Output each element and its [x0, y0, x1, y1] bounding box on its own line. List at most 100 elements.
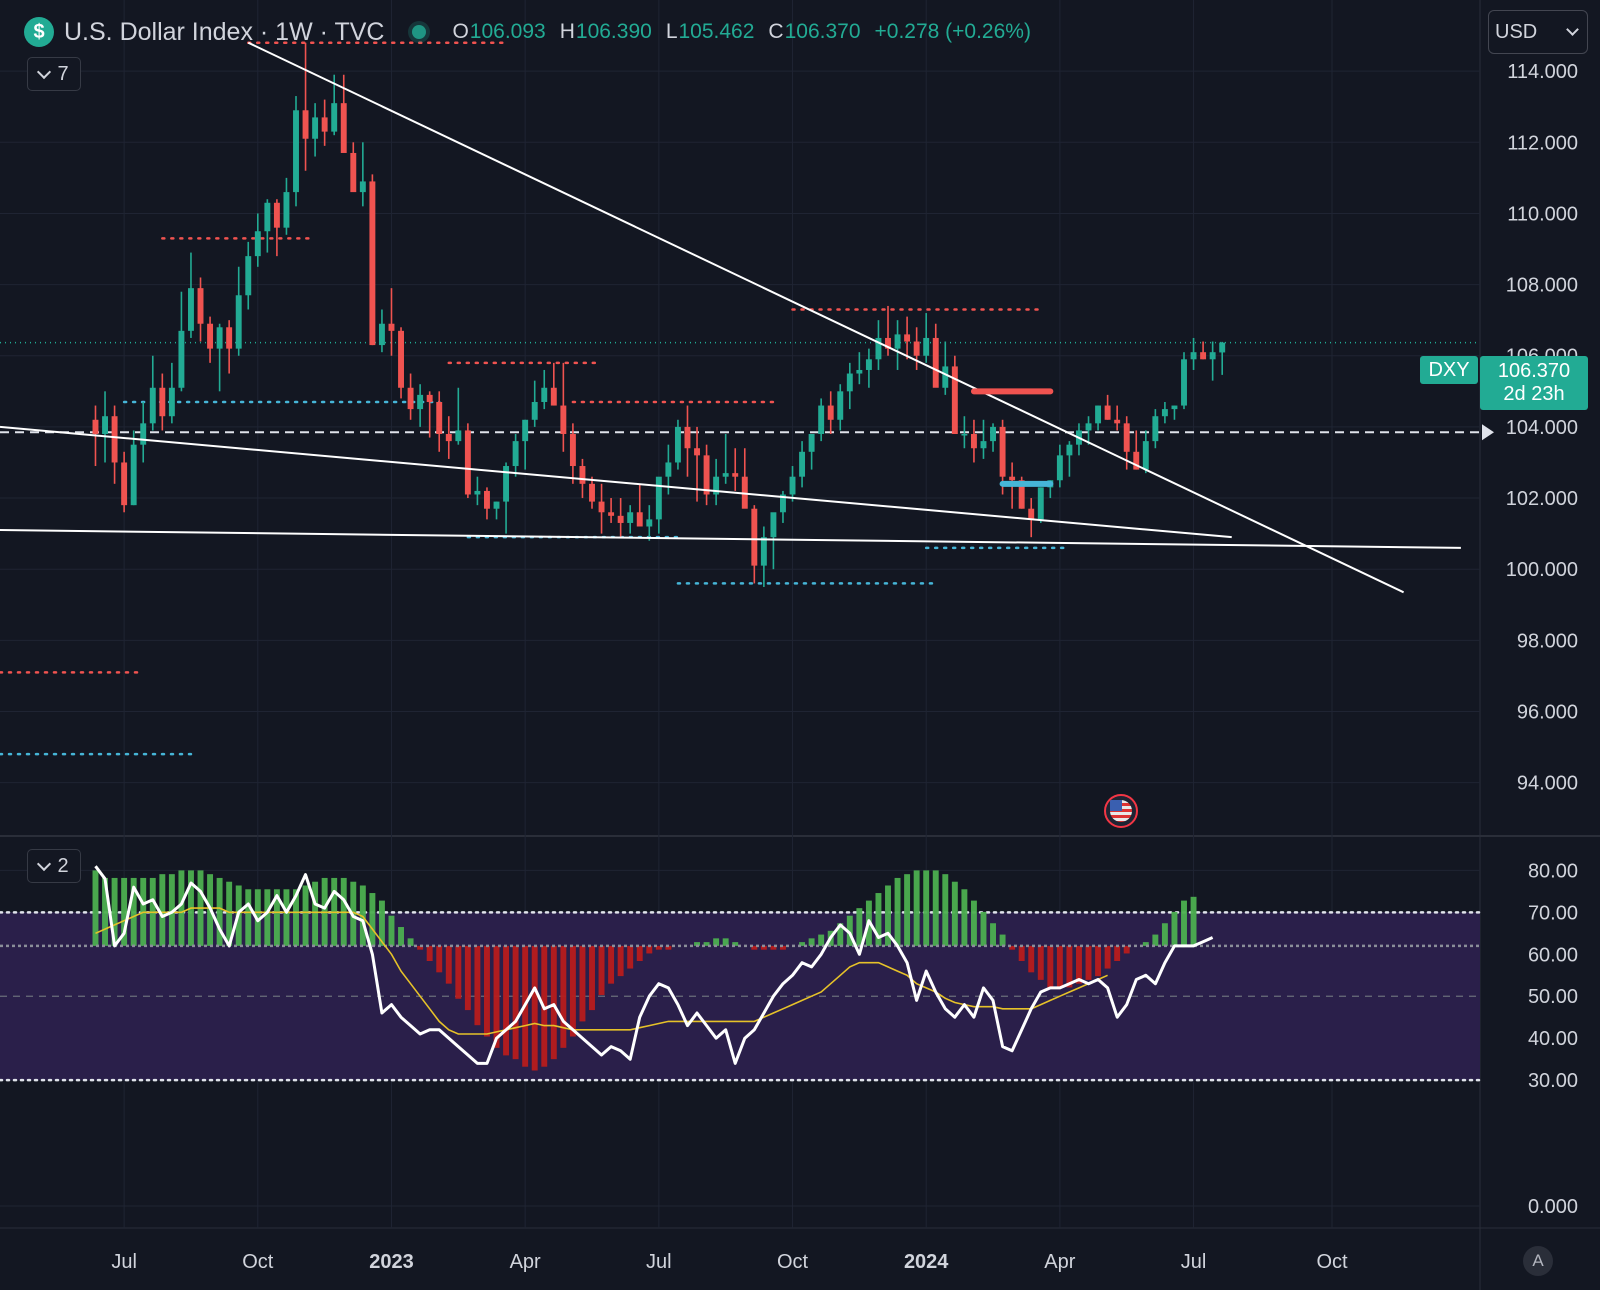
- candle-body[interactable]: [722, 473, 729, 477]
- candle-body[interactable]: [789, 476, 796, 495]
- candle-body[interactable]: [665, 462, 672, 477]
- candle-body[interactable]: [130, 444, 137, 506]
- candle-body[interactable]: [1085, 423, 1092, 431]
- candle-body[interactable]: [961, 434, 968, 436]
- us-flag-event-icon[interactable]: [1104, 794, 1138, 828]
- candle-body[interactable]: [932, 337, 939, 388]
- candle-body[interactable]: [1018, 480, 1025, 509]
- candle-body[interactable]: [111, 416, 118, 463]
- trendline[interactable]: [0, 529, 1461, 549]
- candle-body[interactable]: [512, 441, 519, 467]
- market-status-icon[interactable]: [412, 25, 427, 39]
- candle-body[interactable]: [455, 430, 462, 442]
- candle-body[interactable]: [1152, 416, 1159, 442]
- candle-body[interactable]: [1142, 441, 1149, 470]
- candle-body[interactable]: [885, 337, 891, 349]
- candle-body[interactable]: [1171, 405, 1178, 410]
- candle-body[interactable]: [254, 231, 261, 257]
- candle-body[interactable]: [436, 401, 443, 435]
- candle-body[interactable]: [923, 337, 930, 356]
- candle-body[interactable]: [751, 508, 758, 566]
- candle-body[interactable]: [92, 419, 99, 435]
- candle-body[interactable]: [732, 473, 739, 477]
- candle-body[interactable]: [646, 519, 653, 527]
- candle-body[interactable]: [541, 387, 548, 402]
- candle-body[interactable]: [608, 512, 615, 516]
- candle-body[interactable]: [1161, 409, 1168, 417]
- candle-body[interactable]: [713, 476, 720, 495]
- candle-body[interactable]: [827, 405, 834, 420]
- candle-body[interactable]: [655, 476, 662, 520]
- candle-body[interactable]: [1037, 487, 1044, 520]
- candle-body[interactable]: [703, 455, 710, 495]
- candle-body[interactable]: [503, 466, 510, 502]
- trendline[interactable]: [247, 41, 1405, 594]
- candle-body[interactable]: [264, 202, 271, 232]
- candle-body[interactable]: [579, 466, 586, 484]
- candle-body[interactable]: [188, 288, 194, 331]
- candle-body[interactable]: [598, 501, 605, 513]
- currency-select[interactable]: USD: [1488, 10, 1588, 54]
- candle-body[interactable]: [159, 387, 166, 417]
- candle-body[interactable]: [684, 426, 691, 449]
- trendline[interactable]: [0, 425, 1232, 539]
- candle-body[interactable]: [102, 416, 108, 435]
- candle-body[interactable]: [464, 430, 471, 495]
- candle-body[interactable]: [856, 369, 863, 374]
- candle-body[interactable]: [818, 405, 825, 435]
- candle-body[interactable]: [312, 117, 319, 139]
- candle-body[interactable]: [780, 494, 786, 513]
- candle-body[interactable]: [1209, 352, 1216, 360]
- candle-body[interactable]: [990, 426, 996, 442]
- candle-body[interactable]: [140, 423, 147, 445]
- candle-body[interactable]: [445, 434, 452, 442]
- candle-body[interactable]: [407, 387, 414, 410]
- candle-body[interactable]: [302, 110, 309, 139]
- candle-body[interactable]: [207, 323, 214, 349]
- candle-body[interactable]: [321, 117, 328, 132]
- candle-body[interactable]: [273, 202, 280, 228]
- candle-body[interactable]: [627, 512, 634, 523]
- candle-body[interactable]: [980, 441, 987, 449]
- candle-body[interactable]: [388, 323, 395, 331]
- candle-body[interactable]: [168, 387, 175, 417]
- candle-body[interactable]: [808, 434, 815, 452]
- candle-body[interactable]: [636, 512, 643, 527]
- candle-body[interactable]: [875, 337, 882, 360]
- price-pane-collapse-button[interactable]: 7: [27, 57, 81, 91]
- candle-body[interactable]: [197, 288, 204, 324]
- candle-body[interactable]: [1056, 455, 1063, 481]
- candle-body[interactable]: [904, 334, 911, 342]
- candle-body[interactable]: [235, 295, 242, 349]
- candle-body[interactable]: [359, 181, 366, 193]
- candle-body[interactable]: [121, 462, 128, 506]
- candle-body[interactable]: [369, 181, 376, 346]
- candle-body[interactable]: [245, 256, 252, 296]
- candle-body[interactable]: [522, 419, 529, 442]
- candle-body[interactable]: [1114, 419, 1121, 424]
- auto-scale-button[interactable]: A: [1523, 1246, 1553, 1276]
- candle-body[interactable]: [531, 401, 538, 420]
- candle-body[interactable]: [1181, 359, 1187, 406]
- candle-body[interactable]: [550, 387, 557, 406]
- candle-body[interactable]: [178, 330, 185, 388]
- candle-body[interactable]: [378, 323, 385, 346]
- candle-body[interactable]: [350, 152, 357, 193]
- candle-body[interactable]: [417, 394, 424, 410]
- candle-body[interactable]: [970, 434, 977, 449]
- candle-body[interactable]: [474, 490, 481, 495]
- candle-body[interactable]: [674, 426, 681, 463]
- candle-body[interactable]: [1066, 444, 1073, 456]
- candle-body[interactable]: [837, 391, 844, 420]
- candle-body[interactable]: [694, 448, 700, 456]
- candle-body[interactable]: [1133, 451, 1140, 470]
- symbol-title[interactable]: U.S. Dollar Index · 1W · TVC: [64, 17, 385, 46]
- candle-body[interactable]: [846, 373, 853, 392]
- candle-body[interactable]: [398, 330, 404, 388]
- candle-body[interactable]: [426, 394, 433, 402]
- candle-body[interactable]: [1190, 352, 1197, 360]
- candle-body[interactable]: [942, 366, 949, 388]
- candle-body[interactable]: [1123, 423, 1130, 452]
- candle-body[interactable]: [865, 359, 872, 370]
